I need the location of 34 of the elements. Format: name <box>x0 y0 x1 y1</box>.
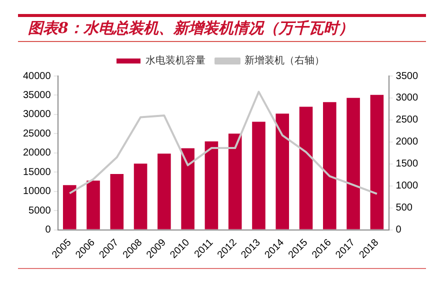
y-tick-label: 5000 <box>28 205 52 216</box>
y-tick-label: 0 <box>45 224 52 236</box>
y2-tick-label: 2000 <box>396 136 418 148</box>
y-tick-label: 10000 <box>22 186 52 198</box>
bar <box>299 106 313 230</box>
legend-label: 新增装机（右轴） <box>244 54 324 67</box>
chart-title: 图表8：水电总装机、新增装机情况（万千瓦时） <box>28 19 354 38</box>
bar <box>181 148 194 230</box>
y2-tick-label: 1000 <box>396 180 418 192</box>
y-tick-label: 15000 <box>22 166 52 178</box>
bar <box>252 122 266 230</box>
bar <box>158 154 171 230</box>
y2-tick-label: 3500 <box>396 70 418 82</box>
y2-tick-label: 2500 <box>396 114 418 126</box>
bar <box>204 141 218 230</box>
y2-tick-label: 0 <box>396 224 402 236</box>
y-tick-label: 20000 <box>22 148 52 159</box>
y-tick-label: 40000 <box>22 70 52 82</box>
bar <box>62 185 76 230</box>
bar <box>134 164 148 230</box>
bar <box>228 134 242 230</box>
bar <box>370 94 384 230</box>
bar <box>86 180 100 230</box>
bar <box>346 98 360 230</box>
y-tick-label: 35000 <box>22 90 52 101</box>
y-tick-label: 30000 <box>22 109 52 120</box>
y2-tick-label: 1500 <box>396 158 418 170</box>
y2-tick-label: 3000 <box>396 92 418 104</box>
y-tick-label: 25000 <box>22 128 52 140</box>
bar <box>276 114 290 230</box>
bar <box>323 102 336 230</box>
y2-tick-label: 500 <box>396 202 413 214</box>
bar <box>110 174 124 230</box>
legend-label: 水电装机容量 <box>146 54 206 67</box>
